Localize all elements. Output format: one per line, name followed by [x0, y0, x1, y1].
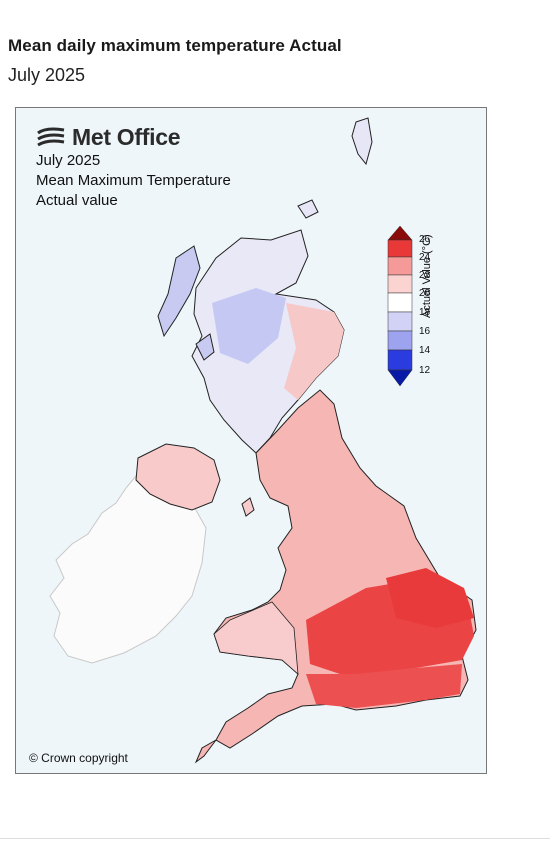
page-title: Mean daily maximum temperature Actual — [8, 36, 342, 55]
legend-cap-high — [387, 225, 413, 241]
orkney-islands — [297, 199, 319, 219]
temperature-map: Met Office July 2025 Mean Maximum Temper… — [15, 107, 487, 774]
wales — [213, 601, 299, 675]
legend-tick-14: 14 — [419, 345, 431, 356]
legend-tick-26: 26 — [419, 234, 431, 245]
legend-colorbar — [387, 225, 413, 387]
outer-hebrides — [157, 245, 201, 338]
page-subtitle: July 2025 — [8, 65, 86, 85]
legend-bin-18-20 — [387, 292, 413, 313]
map-variable: Mean Maximum Temperature — [36, 172, 231, 189]
northern-ireland — [135, 443, 221, 511]
scotland-east-warm — [284, 303, 344, 400]
legend-bin-12-14 — [387, 349, 413, 371]
highlands-cool-area — [212, 288, 286, 364]
legend-cap-low — [387, 369, 413, 387]
divider — [0, 838, 550, 839]
legend-bin-14-16 — [387, 330, 413, 351]
legend-tick-12: 12 — [419, 365, 431, 376]
met-office-wordmark: Met Office — [72, 124, 181, 150]
ireland-landmass — [49, 467, 207, 664]
map-value-type: Actual value — [36, 192, 118, 209]
legend-bin-24-26 — [387, 239, 413, 258]
legend-bin-16-18 — [387, 311, 413, 332]
map-period: July 2025 — [36, 152, 101, 169]
legend-title: Actual Value (°C) — [421, 234, 433, 318]
legend-bin-20-22 — [387, 274, 413, 294]
copyright-notice: © Crown copyright — [29, 751, 128, 765]
legend-tick-22: 22 — [419, 270, 431, 281]
east-anglia-warm-area — [386, 568, 474, 628]
shetland-islands — [351, 117, 373, 166]
cornwall — [194, 739, 217, 764]
skye — [195, 333, 215, 361]
legend-tick-20: 20 — [419, 288, 431, 299]
south-warm-area — [306, 664, 462, 708]
legend-tick-16: 16 — [419, 326, 431, 337]
legend-tick-24: 24 — [419, 252, 431, 263]
map-graphic — [49, 117, 477, 764]
isle-of-man — [241, 497, 255, 517]
legend-bin-22-24 — [387, 256, 413, 276]
met-office-logo-icon — [37, 127, 65, 146]
met-office-logo: Met Office — [36, 124, 180, 151]
legend-tick-18: 18 — [419, 307, 431, 318]
